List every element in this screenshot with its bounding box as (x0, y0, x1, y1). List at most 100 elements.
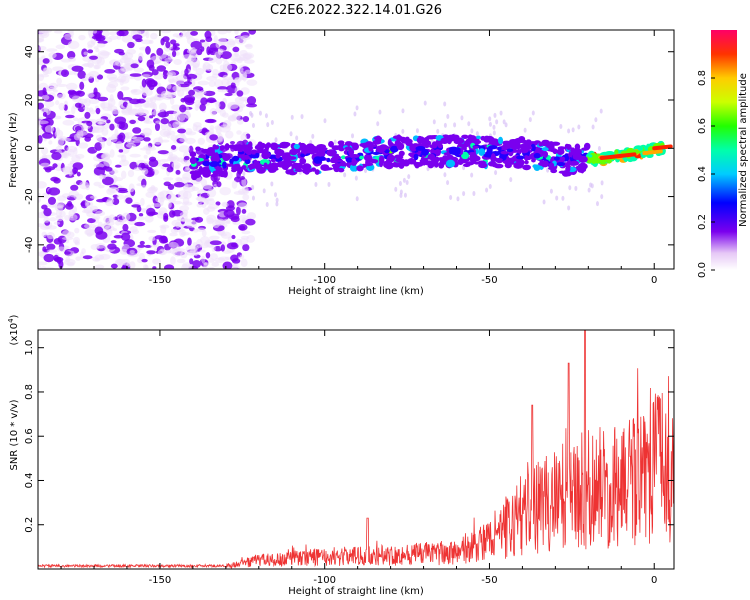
spectrogram-ridge-cell (506, 148, 514, 153)
spectrogram-ridge-cell (302, 163, 312, 170)
spectrogram-noise-cell (222, 250, 232, 254)
spectrogram-ridge-cell (337, 167, 345, 173)
spectrogram-faint-cell (398, 181, 402, 187)
spectrogram-noise-cell (217, 88, 229, 93)
spectrogram-ridge-cell (383, 146, 391, 150)
spectrogram-noise-cell (200, 97, 208, 105)
spectrogram-noise-cell (242, 244, 250, 252)
spectrogram-noise-cell (94, 64, 100, 70)
spectrogram-noise-cell (148, 186, 159, 192)
spectrogram-noise-cell (95, 258, 101, 262)
spectrogram-noise-cell (232, 46, 240, 53)
spectrogram-noise-cell (220, 244, 226, 252)
spectrogram-noise-cell (73, 193, 84, 200)
spectrogram-noise-cell (134, 221, 146, 227)
spectrogram-noise-cell (41, 132, 53, 139)
spectrogram-noise-cell (189, 258, 194, 265)
spectrogram-ridge-cell (209, 147, 215, 154)
spectrogram-noise-cell (58, 102, 65, 111)
spectrogram-ridge-cell (244, 158, 251, 165)
spectrogram-noise-cell (197, 137, 205, 145)
spectrogram-faint-cell (251, 123, 255, 129)
spectrogram-noise-cell (126, 135, 138, 140)
spectrogram-noise-cell (73, 117, 79, 122)
spectrogram-faint-cell (488, 183, 492, 189)
spectrogram-ridge-cell (500, 150, 509, 155)
colorbar-tick-label: 0.6 (697, 118, 708, 134)
spectrogram-noise-cell (55, 44, 66, 50)
spectrogram-ridge-cell (293, 165, 301, 170)
spectrogram-noise-cell (42, 67, 49, 76)
spectrogram-ridge-cell (450, 133, 456, 140)
spectrogram-faint-cell (275, 201, 279, 207)
spectrogram-ridge-cell (528, 141, 538, 147)
spectrogram-noise-cell (44, 100, 55, 108)
snr-ticks: -150 -100 -50 0 0.2 0.4 0.6 0.8 1.0 (24, 330, 674, 586)
spectrogram-noise-cell (181, 201, 193, 206)
spectrogram-ridge-cell (213, 145, 220, 150)
spectrogram-noise-cell (76, 171, 81, 177)
spectrogram-noise-cell (119, 159, 130, 167)
spectrogram-faint-cell (270, 181, 274, 187)
spectrogram-noise-cell (76, 129, 84, 139)
spectrogram-noise-cell (208, 80, 216, 87)
spectrogram-noise-cell (120, 170, 127, 180)
spectrogram-noise-cell (215, 201, 221, 206)
spectrogram-ridge-cell (195, 146, 201, 151)
spectrogram-noise-cell (115, 220, 121, 226)
spectrogram-noise-cell (184, 68, 189, 76)
spectrogram-ridge-cell (293, 143, 300, 150)
spectrogram-ridge-cell (248, 154, 259, 159)
spectrogram-noise-cell (163, 177, 174, 181)
spectrogram-noise-cell (57, 195, 67, 202)
spectrogram-noise-cell (245, 43, 253, 50)
spectrogram-ridge-cell (283, 157, 290, 165)
spectrogram-noise-cell (120, 86, 130, 91)
x-tick-label: -100 (313, 575, 336, 586)
spectrogram-ridge-cell (364, 162, 374, 167)
spectrogram-noise-cell (95, 243, 106, 249)
spectrogram-noise-cell (130, 63, 139, 69)
spectrogram-faint-cell (289, 131, 293, 137)
spectrogram-noise-cell (168, 75, 174, 84)
spectrogram-noise-cell (46, 232, 55, 240)
spectrogram-faint-cell (443, 122, 447, 128)
spectrogram-noise-cell (131, 108, 141, 115)
spectrogram-noise-cell (216, 181, 222, 188)
spectrogram-ridge-cell (285, 169, 293, 175)
spectrogram-noise-cell (209, 240, 222, 246)
spectrogram-noise-cell (52, 204, 64, 209)
spectrogram-faint-cell (355, 196, 359, 202)
spectrogram-noise-cell (66, 82, 78, 91)
spectrogram-noise-cell (226, 30, 232, 34)
spectrogram-faint-cell (333, 139, 337, 145)
spectrogram-ridge-cell (516, 155, 525, 160)
spectrogram-noise-cell (94, 264, 105, 269)
spectrogram-noise-cell (122, 223, 129, 232)
spectrogram-noise-cell (141, 184, 147, 189)
spectrogram-faint-cell (523, 127, 527, 133)
spectrogram-ridge-cell (415, 162, 422, 168)
spectrogram-ridge-cell (245, 149, 253, 156)
snr-scale-exponent: 4 (7, 318, 15, 323)
spectrogram-ridge-cell (467, 134, 473, 141)
spectrogram-noise-cell (152, 195, 158, 204)
spectrogram-faint-cell (405, 179, 409, 185)
spectrogram-noise-cell (110, 134, 118, 143)
spectrogram-noise-cell (244, 59, 255, 64)
spectrogram-noise-cell (157, 249, 168, 256)
spectrogram-ridge-cell (254, 144, 265, 151)
spectrogram-noise-cell (175, 169, 181, 175)
spectrogram-noise-cell (109, 59, 120, 66)
spectrogram-faint-cell (364, 168, 368, 174)
spectrogram-noise-cell (231, 234, 236, 240)
spectrogram-ridge-cell (421, 148, 429, 156)
spectrogram-noise-cell (102, 176, 114, 186)
spectrogram-noise-cell (78, 34, 86, 41)
spectrogram-faint-cell (311, 133, 315, 139)
spectrogram-noise-cell (205, 99, 217, 103)
spectrogram-noise-cell (38, 223, 44, 228)
spectrogram-noise-cell (93, 163, 105, 168)
spectrogram-noise-cell (82, 255, 93, 260)
spectrogram-peak-streak (599, 152, 637, 160)
